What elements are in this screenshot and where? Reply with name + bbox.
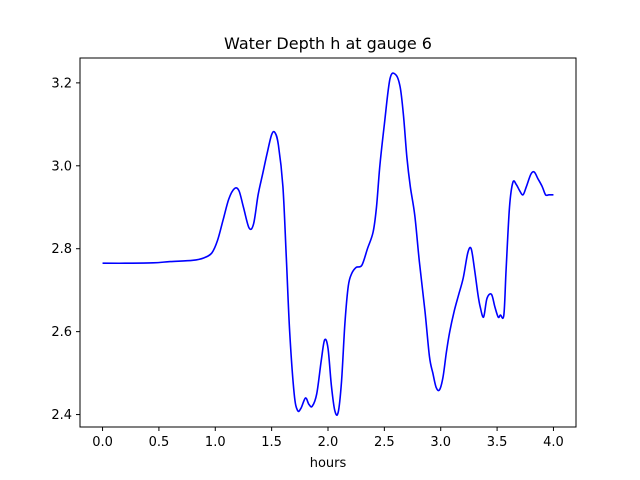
x-tick-label: 2.0 [318, 435, 339, 450]
y-tick-label: 3.0 [51, 159, 72, 174]
series-line-0 [102, 72, 554, 416]
x-tick-label: 0.5 [149, 435, 170, 450]
y-tick-label: 2.8 [51, 242, 72, 257]
x-tick-label: 1.0 [205, 435, 226, 450]
y-tick-label: 2.4 [51, 408, 72, 423]
y-tick-label: 2.6 [51, 325, 72, 340]
x-tick-label: 1.5 [261, 435, 282, 450]
x-tick-label: 2.5 [374, 435, 395, 450]
y-tick-label: 3.2 [51, 76, 72, 91]
x-tick-label: 3.0 [430, 435, 451, 450]
x-tick-label: 0.0 [92, 435, 113, 450]
x-tick-label: 3.5 [487, 435, 508, 450]
x-tick-label: 4.0 [543, 435, 564, 450]
y-axis: 2.4 2.6 2.8 3.0 3.2 [51, 76, 80, 423]
x-axis: 0.0 0.5 1.0 1.5 2.0 2.5 3.0 3.5 4.0 [92, 427, 564, 450]
plot-area [102, 72, 554, 416]
chart-title: Water Depth h at gauge 6 [224, 34, 432, 53]
x-axis-label: hours [310, 456, 347, 471]
